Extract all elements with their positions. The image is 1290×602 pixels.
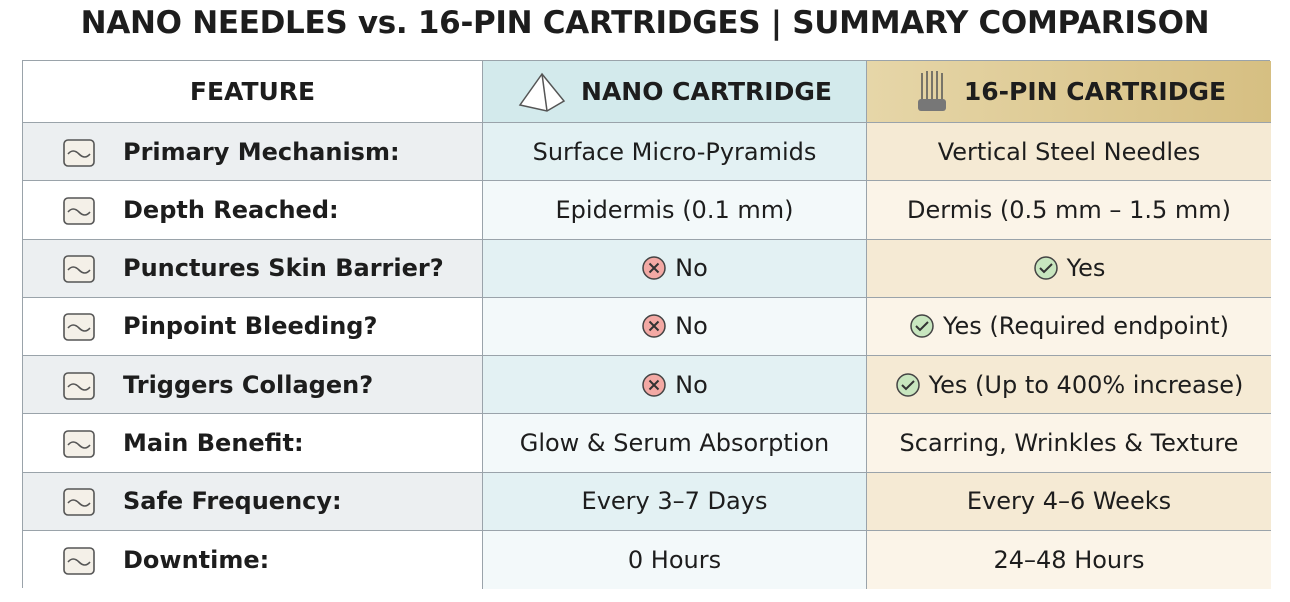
cell-text: Yes (Up to 400% increase) bbox=[928, 370, 1244, 399]
table-cell: Yes bbox=[867, 239, 1271, 298]
cell-text: Yes (Required endpoint) bbox=[943, 312, 1229, 341]
feature-icon bbox=[63, 197, 95, 225]
feature-icon bbox=[63, 547, 95, 575]
feature-icon bbox=[63, 488, 95, 516]
table-cell: 0 Hours bbox=[483, 530, 867, 589]
cell-text: No bbox=[675, 254, 708, 283]
table-cell: Punctures Skin Barrier? bbox=[23, 239, 483, 298]
table-cell: Every 4–6 Weeks bbox=[867, 472, 1271, 531]
table-cell: Downtime: bbox=[23, 530, 483, 589]
table-cell: No bbox=[483, 356, 867, 415]
comparison-table: FEATURE NANO CARTRIDGE 16-PIN CARTRIDGE … bbox=[22, 60, 1271, 589]
table-cell: No bbox=[483, 297, 867, 356]
cell-text: Yes bbox=[1066, 254, 1106, 283]
table-cell: Primary Mechanism: bbox=[23, 123, 483, 182]
cell-text: Dermis (0.5 mm – 1.5 mm) bbox=[907, 195, 1231, 224]
table-cell: No bbox=[483, 239, 867, 298]
check-icon bbox=[910, 314, 934, 339]
cartridge-icon bbox=[917, 70, 946, 111]
pyramid-icon bbox=[518, 72, 566, 112]
cell-text: Scarring, Wrinkles & Texture bbox=[899, 428, 1239, 457]
header-text: 16-PIN CARTRIDGE bbox=[963, 77, 1227, 106]
table-cell: Glow & Serum Absorption bbox=[483, 414, 867, 473]
table-cell: Epidermis (0.1 mm) bbox=[483, 181, 867, 240]
cell-text: Epidermis (0.1 mm) bbox=[555, 195, 794, 224]
feature-icon bbox=[63, 255, 95, 283]
cell-text: Downtime: bbox=[123, 545, 270, 574]
cell-text: Surface Micro-Pyramids bbox=[532, 137, 817, 166]
feature-icon bbox=[63, 430, 95, 458]
cross-icon bbox=[642, 256, 666, 280]
table-cell: Yes (Up to 400% increase) bbox=[867, 356, 1271, 415]
check-icon bbox=[1033, 256, 1058, 280]
table-cell: Every 3–7 Days bbox=[483, 472, 867, 531]
cell-text: No bbox=[675, 370, 708, 399]
table-cell: Dermis (0.5 mm – 1.5 mm) bbox=[867, 181, 1271, 240]
cell-text: Pinpoint Bleeding? bbox=[123, 312, 378, 341]
feature-icon bbox=[63, 313, 95, 342]
cell-text: 0 Hours bbox=[627, 545, 722, 574]
table-cell: Safe Frequency: bbox=[23, 472, 483, 531]
cell-text: Punctures Skin Barrier? bbox=[123, 254, 444, 283]
table-cell: Main Benefit: bbox=[23, 414, 483, 473]
table-cell: Pinpoint Bleeding? bbox=[23, 297, 483, 356]
cross-icon bbox=[642, 314, 666, 339]
cell-text: Every 3–7 Days bbox=[581, 487, 768, 516]
check-icon bbox=[895, 372, 920, 397]
cell-text: Primary Mechanism: bbox=[123, 137, 400, 166]
table-cell: Depth Reached: bbox=[23, 181, 483, 240]
cell-text: Glow & Serum Absorption bbox=[519, 428, 830, 457]
column-header: FEATURE bbox=[23, 61, 483, 123]
header-text: NANO CARTRIDGE bbox=[581, 77, 832, 106]
table-cell: Scarring, Wrinkles & Texture bbox=[867, 414, 1271, 473]
table-cell: 24–48 Hours bbox=[867, 530, 1271, 589]
cell-text: Triggers Collagen? bbox=[123, 370, 374, 399]
cell-text: 24–48 Hours bbox=[993, 545, 1145, 574]
cell-text: Depth Reached: bbox=[123, 195, 339, 224]
cell-text: No bbox=[675, 312, 708, 341]
cell-text: Main Benefit: bbox=[123, 428, 304, 457]
feature-icon bbox=[63, 138, 95, 167]
cell-text: Every 4–6 Weeks bbox=[966, 487, 1172, 516]
table-cell: Yes (Required endpoint) bbox=[867, 297, 1271, 356]
column-header: NANO CARTRIDGE bbox=[483, 61, 867, 123]
header-text: FEATURE bbox=[189, 77, 316, 106]
cell-text: Vertical Steel Needles bbox=[937, 137, 1201, 166]
table-cell: Surface Micro-Pyramids bbox=[483, 123, 867, 182]
table-cell: Triggers Collagen? bbox=[23, 356, 483, 415]
page-title: NANO NEEDLES vs. 16-PIN CARTRIDGES | SUM… bbox=[80, 5, 1210, 41]
cross-icon bbox=[642, 372, 666, 397]
feature-icon bbox=[63, 371, 95, 400]
table-cell: Vertical Steel Needles bbox=[867, 123, 1271, 182]
cell-text: Safe Frequency: bbox=[123, 487, 342, 516]
column-header: 16-PIN CARTRIDGE bbox=[867, 61, 1271, 123]
